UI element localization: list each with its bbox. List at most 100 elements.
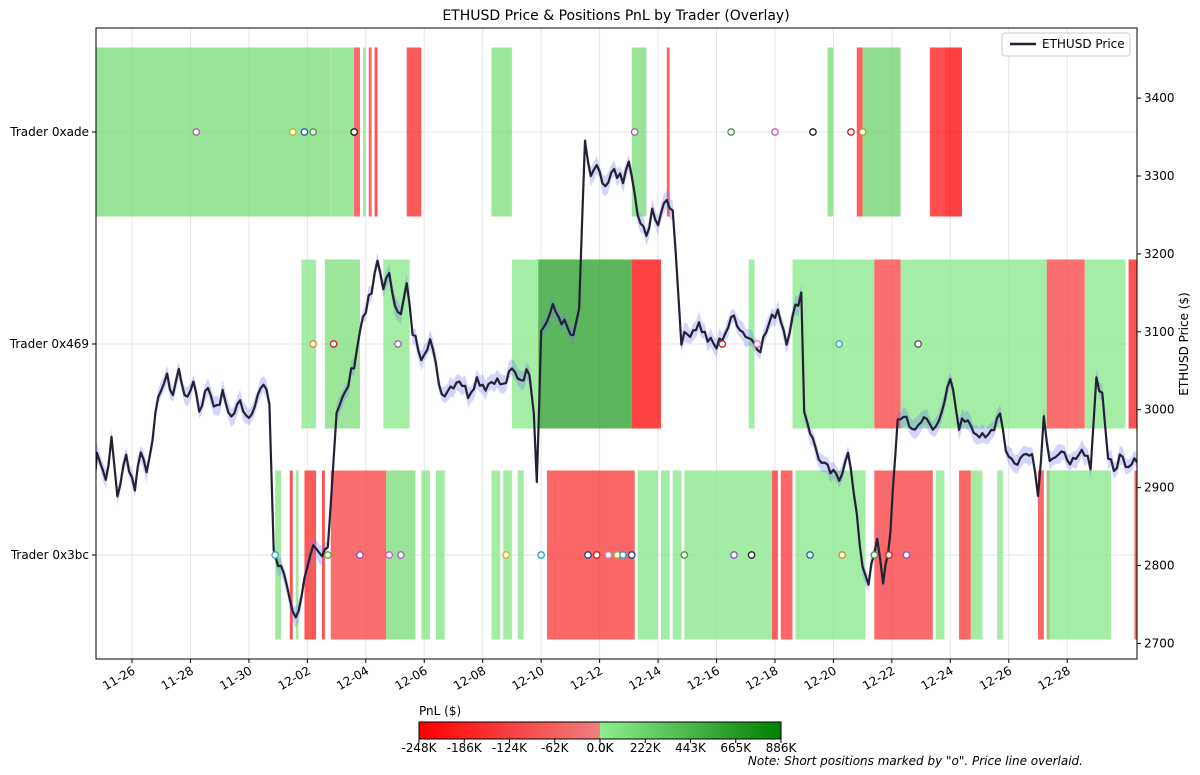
date-tick-label-13: 12-22	[860, 663, 897, 693]
colorbar-neg-tick-label-3: -62K	[541, 741, 570, 755]
date-tick-label-3: 12-02	[276, 663, 313, 693]
position-bar-33	[511, 259, 539, 429]
position-bar-22	[959, 470, 971, 640]
position-bar-27	[1046, 470, 1112, 640]
date-tick-label-9: 12-14	[626, 663, 663, 693]
position-bar-49	[406, 47, 422, 217]
position-bar-48	[374, 47, 378, 217]
legend-box	[1001, 32, 1131, 57]
colorbar-label: PnL ($)	[419, 704, 461, 718]
position-bar-24	[997, 470, 1003, 640]
position-bar-30	[301, 259, 317, 429]
position-bar-35	[631, 259, 661, 429]
short-marker-1	[323, 551, 332, 559]
price-tick-label-3: 3000	[1144, 403, 1175, 417]
position-bar-52	[666, 47, 670, 217]
position-bar-37	[792, 259, 875, 429]
date-tick-label-8: 12-12	[568, 663, 605, 693]
short-marker-14	[730, 551, 738, 559]
position-bar-51	[631, 47, 647, 217]
position-bar-2	[295, 470, 299, 640]
date-axis: 11-26 11-28 11-30 12-02 12-04 12-06 12-08 12-10…	[100, 659, 1073, 693]
trader-label-0: Trader 0x3bc	[10, 548, 89, 562]
date-tick-label-1: 11-28	[159, 663, 196, 693]
colorbar-pos-tick-label-3: 665K	[720, 741, 752, 755]
price-axis: 2700 2800 2900 3000 3100 3200 3300 3400	[1137, 91, 1175, 650]
colorbar-negative	[419, 722, 600, 739]
short-marker-30	[288, 128, 297, 136]
chart-title: ETHUSD Price & Positions PnL by Trader (…	[442, 8, 789, 24]
date-tick-label-0: 11-26	[100, 663, 137, 693]
date-tick-label-11: 12-18	[743, 663, 780, 693]
price-tick-label-4: 3100	[1144, 325, 1175, 339]
position-bar-36	[748, 259, 755, 429]
position-bar-13	[637, 470, 659, 640]
short-marker-15	[747, 551, 756, 559]
position-bar-50	[491, 47, 512, 217]
short-marker-9	[604, 551, 613, 559]
short-marker-20	[902, 551, 911, 559]
short-markers	[192, 128, 1152, 559]
position-bar-38	[874, 259, 901, 429]
short-marker-2	[356, 551, 364, 559]
short-marker-5	[502, 551, 510, 559]
position-bar-53	[827, 47, 834, 217]
position-bar-29	[1146, 471, 1155, 640]
date-tick-label-4: 12-04	[334, 663, 371, 693]
colorbar-pos-tick-label-0: 0.0K	[587, 741, 615, 755]
short-marker-0	[271, 551, 280, 559]
short-marker-18	[870, 551, 879, 559]
short-marker-33	[350, 128, 358, 136]
short-marker-19	[885, 551, 893, 559]
short-marker-27	[835, 340, 844, 348]
position-bar-17	[772, 470, 778, 640]
colorbar-pos-tick-label-2: 443K	[675, 741, 707, 755]
position-bar-41	[1084, 259, 1126, 429]
short-marker-11	[619, 551, 627, 559]
price-tick-label-5: 3200	[1144, 247, 1175, 261]
position-bar-21	[935, 470, 945, 640]
short-marker-37	[809, 128, 817, 136]
short-marker-4	[397, 551, 405, 559]
date-tick-label-2: 11-30	[217, 663, 254, 693]
position-bar-47	[368, 47, 372, 217]
date-tick-label-12: 12-20	[802, 663, 839, 693]
trader-label-2: Trader 0xade	[9, 125, 89, 139]
position-bar-18	[780, 470, 793, 640]
short-marker-3	[385, 551, 394, 559]
trader-label-1: Trader 0x469	[9, 337, 89, 351]
short-marker-34	[630, 128, 639, 136]
colorbar-neg-tick-label-4: 0.0K	[587, 741, 615, 755]
price-tick-label-6: 3300	[1144, 169, 1175, 183]
short-marker-17	[838, 551, 847, 559]
short-marker-21	[1146, 552, 1152, 558]
colorbar-ticks: -248K -186K -124K -62K 0.0K0.0K 222K 443K 665K 8…	[401, 739, 798, 755]
short-marker-22	[309, 340, 318, 348]
position-bar-56	[929, 47, 945, 217]
short-marker-26	[753, 340, 762, 348]
colorbar-neg-tick-label-0: -248K	[401, 741, 437, 755]
position-bar-39	[900, 259, 1047, 429]
short-marker-29	[192, 128, 201, 136]
position-bar-40	[1046, 259, 1085, 429]
position-bar-1	[289, 470, 293, 640]
short-marker-31	[300, 128, 309, 136]
trader-axis: Trader 0x3bc Trader 0x469 Trader 0xade	[9, 125, 96, 562]
short-marker-32	[309, 128, 318, 136]
position-bar-55	[862, 47, 901, 217]
date-tick-label-16: 12-28	[1035, 663, 1072, 693]
position-bar-8	[435, 470, 445, 640]
short-marker-6	[537, 551, 546, 559]
position-bar-15	[672, 470, 682, 640]
short-marker-8	[592, 551, 601, 559]
footnote: Note: Short positions marked by "o". Pri…	[748, 754, 1083, 768]
short-marker-38	[847, 128, 855, 136]
position-bar-44	[330, 47, 355, 217]
price-tick-label-7: 3400	[1144, 91, 1175, 105]
short-marker-7	[584, 551, 592, 559]
price-tick-label-0: 2700	[1144, 636, 1175, 650]
colorbar-pos-tick-label-4: 886K	[766, 741, 798, 755]
position-bar-23	[970, 470, 983, 640]
price-tick-label-2: 2900	[1144, 481, 1175, 495]
